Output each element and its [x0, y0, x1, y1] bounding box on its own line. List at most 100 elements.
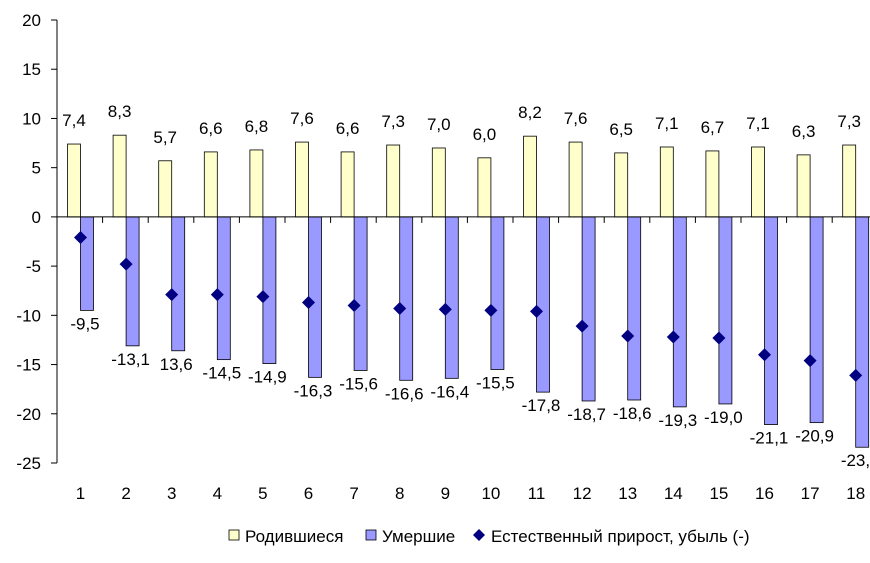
death-data-label: -9,5	[70, 314, 99, 333]
x-tick-label: 18	[846, 484, 865, 503]
birth-data-label: 6,0	[473, 125, 497, 144]
birth-data-label: 5,7	[153, 128, 177, 147]
death-data-label: 13,6	[160, 355, 193, 374]
legend-marker-natural	[473, 529, 485, 541]
x-tick-label: 2	[121, 484, 130, 503]
death-bar	[353, 216, 368, 371]
y-tick-label: -5	[26, 257, 41, 276]
birth-data-label: 7,0	[427, 115, 451, 134]
death-bar	[855, 216, 870, 448]
death-data-label: -18,6	[613, 404, 652, 423]
death-bar	[125, 216, 140, 347]
death-data-label: -19,3	[658, 411, 697, 430]
birth-bar	[705, 150, 720, 218]
birth-data-label: 6,6	[199, 119, 223, 138]
legend-label-natural: Естественный прирост, убыль (-)	[491, 527, 750, 546]
natural-increase-marker	[575, 319, 589, 333]
natural-increase-marker	[256, 290, 270, 304]
birth-bar	[112, 134, 127, 218]
birth-bar	[842, 144, 857, 218]
death-data-label: -13,1	[111, 350, 150, 369]
natural-increase-marker	[302, 296, 315, 310]
birth-bar	[203, 151, 218, 218]
birth-data-label: 8,3	[108, 102, 132, 121]
natural-increase-marker	[849, 368, 863, 382]
x-tick-label: 6	[304, 484, 313, 503]
birth-data-label: 7,1	[746, 114, 770, 133]
natural-increase-marker	[712, 331, 726, 345]
birth-bar	[751, 146, 765, 218]
x-tick-label: 15	[709, 484, 728, 503]
birth-bar	[659, 146, 674, 218]
birth-bar	[386, 144, 401, 218]
y-tick-label: 0	[32, 208, 41, 227]
y-tick-label: 20	[22, 11, 41, 30]
x-tick-label: 7	[349, 484, 358, 503]
legend-label-deaths: Умершие	[382, 527, 455, 546]
x-tick-label: 14	[664, 484, 683, 503]
death-data-label: -16,4	[430, 382, 469, 401]
natural-increase-marker	[484, 303, 498, 317]
natural-increase-marker	[210, 288, 224, 302]
birth-bar	[340, 151, 355, 218]
death-bar	[490, 216, 505, 370]
death-data-label: -23,4	[841, 451, 870, 470]
birth-data-label: 6,6	[336, 119, 360, 138]
death-bar	[171, 216, 186, 352]
birth-bar	[477, 157, 492, 218]
birth-bar	[523, 135, 537, 218]
death-bar	[627, 216, 642, 401]
legend-label-births: Родившиеся	[245, 527, 343, 546]
death-bar	[536, 216, 550, 393]
birth-data-label: 7,6	[290, 109, 314, 128]
birth-data-label: 7,1	[655, 114, 679, 133]
birth-bar	[796, 154, 811, 218]
natural-increase-marker	[119, 257, 133, 271]
y-tick-label: -15	[16, 356, 41, 375]
death-data-label: -15,6	[339, 374, 378, 393]
birth-bar	[295, 141, 309, 218]
natural-increase-marker	[165, 288, 179, 302]
death-bar	[809, 216, 824, 424]
legend-swatch-births	[228, 529, 240, 541]
death-bar	[262, 216, 277, 364]
death-data-label: -16,6	[385, 384, 424, 403]
death-bar	[216, 216, 231, 361]
birth-data-label: 7,4	[62, 111, 86, 130]
natural-increase-marker	[803, 354, 817, 368]
x-tick-label: 4	[213, 484, 222, 503]
x-tick-label: 1	[76, 484, 85, 503]
birth-data-label: 7,6	[564, 109, 588, 128]
death-data-label: -14,5	[202, 364, 241, 383]
birth-bar	[67, 143, 81, 218]
natural-increase-marker	[74, 231, 87, 245]
death-data-label: -18,7	[567, 405, 606, 424]
birth-data-label: 8,2	[518, 103, 542, 122]
death-data-label: -14,9	[248, 368, 287, 387]
death-bar	[764, 216, 778, 426]
natural-increase-marker	[621, 329, 635, 343]
death-data-label: -21,1	[750, 429, 789, 448]
x-tick-label: 10	[481, 484, 500, 503]
birth-bar	[158, 160, 173, 218]
x-tick-label: 8	[395, 484, 404, 503]
death-data-label: -17,8	[522, 396, 561, 415]
x-tick-label: 9	[441, 484, 450, 503]
death-data-label: -15,5	[476, 373, 515, 392]
y-tick-label: 5	[32, 159, 41, 178]
natural-increase-marker	[758, 348, 771, 362]
death-bar	[672, 216, 687, 408]
death-data-label: -20,9	[795, 427, 834, 446]
y-tick-label: -10	[16, 306, 41, 325]
natural-increase-marker	[347, 298, 361, 312]
y-tick-label: 15	[22, 60, 41, 79]
birth-data-label: 6,8	[245, 117, 269, 136]
death-bar	[581, 216, 596, 402]
x-tick-label: 16	[755, 484, 774, 503]
natural-increase-marker	[530, 304, 543, 318]
death-data-label: -16,3	[294, 381, 333, 400]
death-bar	[80, 216, 94, 311]
death-bar	[718, 216, 733, 405]
